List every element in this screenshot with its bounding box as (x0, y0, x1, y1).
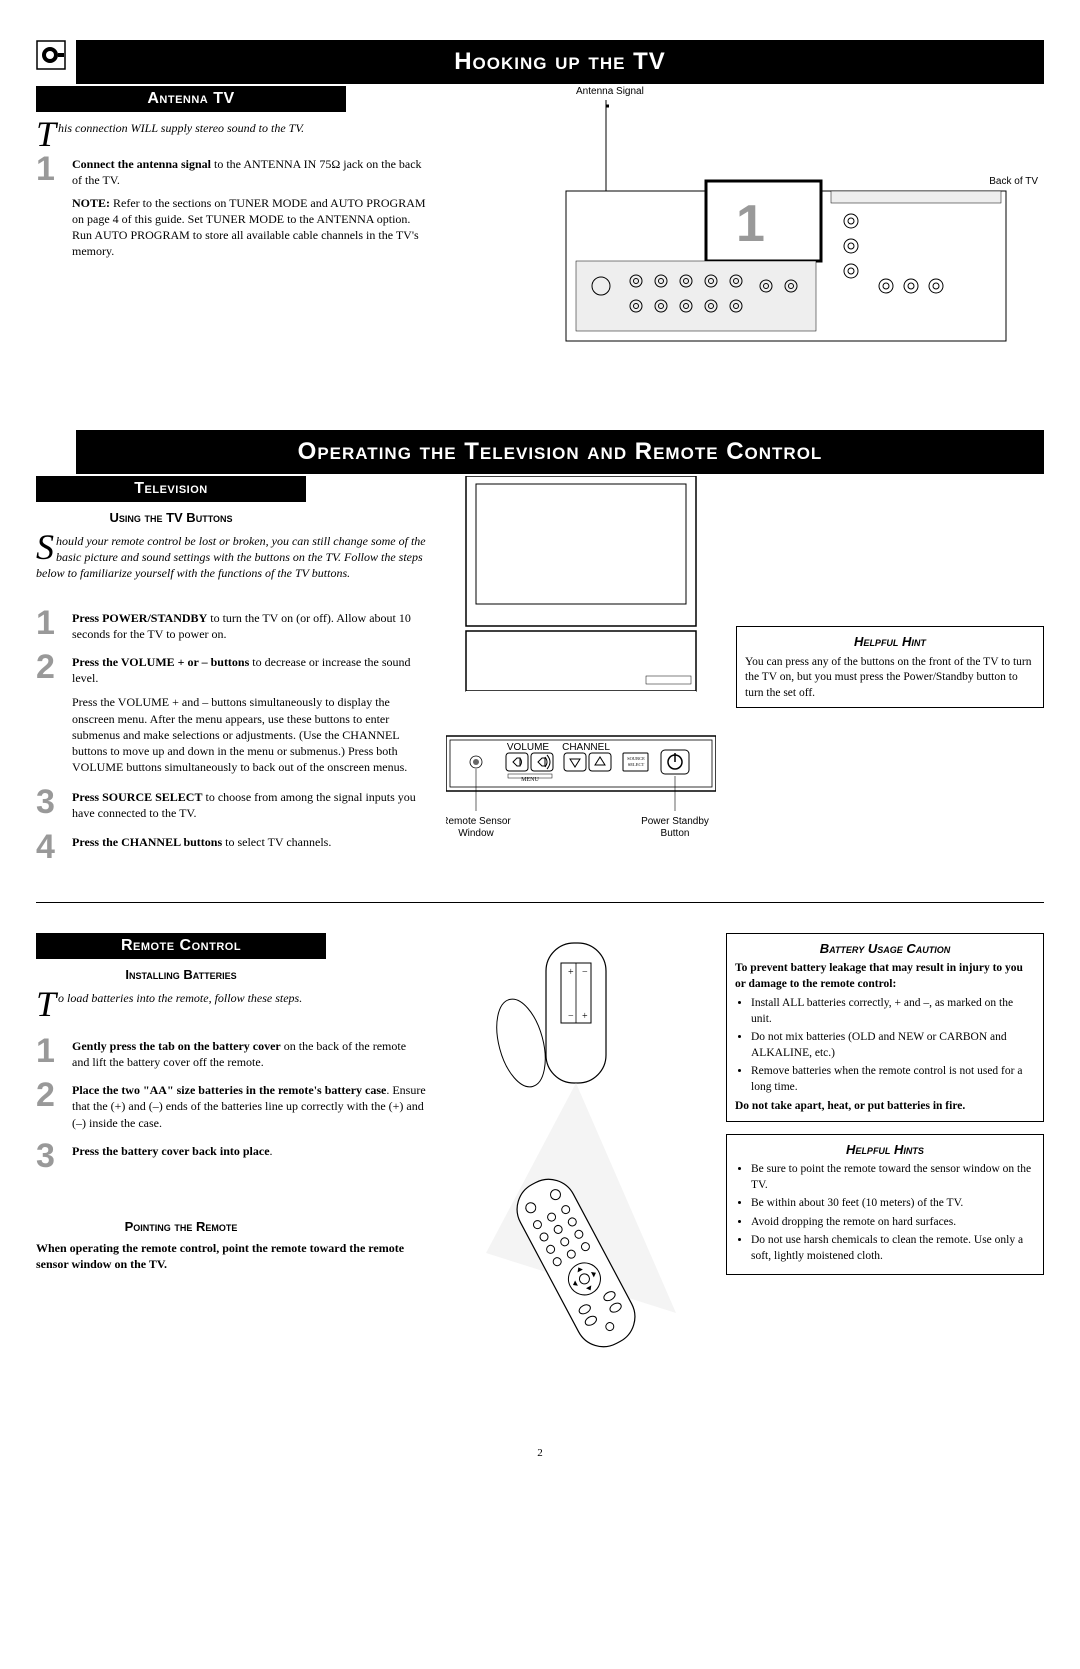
svg-text:−: − (582, 967, 588, 978)
remote-subheading: Remote Control (36, 933, 326, 959)
tv-front-diagram: VOLUME MENU CHANNEL SOURCE SELECT (446, 476, 716, 872)
tv-step-4: 4 Press the CHANNEL buttons to select TV… (36, 830, 426, 864)
tv-step-2-para: Press the VOLUME + and – buttons simulta… (72, 694, 426, 775)
tv-step-1: 1 Press POWER/STANDBY to turn the TV on … (36, 606, 426, 642)
svg-text:−: − (568, 1011, 574, 1022)
label-channel: CHANNEL (562, 742, 610, 753)
antenna-subheading: Antenna TV (36, 86, 346, 112)
svg-text:+: + (568, 967, 574, 978)
antenna-step-1: 1 Connect the antenna signal to the ANTE… (36, 152, 426, 259)
helpful-hints-box: Helpful Hints Be sure to point the remot… (726, 1134, 1044, 1276)
remote-step-2: 2 Place the two "AA" size batteries in t… (36, 1078, 426, 1131)
hints-list: Be sure to point the remote toward the s… (735, 1162, 1035, 1264)
svg-text:+: + (582, 1011, 588, 1022)
caution-list: Install ALL batteries correctly, + and –… (735, 996, 1035, 1095)
antenna-section: Antenna TV This connection WILL supply s… (36, 86, 1044, 370)
label-antenna-signal: Antenna Signal (576, 86, 644, 97)
remote-section: Remote Control Installing Batteries To l… (36, 933, 1044, 1407)
step-number: 1 (36, 152, 62, 259)
tv-step-3: 3 Press SOURCE SELECT to choose from amo… (36, 785, 426, 821)
antenna-intro: This connection WILL supply stereo sound… (36, 120, 426, 136)
svg-text:Window: Window (458, 828, 494, 839)
using-tv-buttons-heading: Using the TV Buttons (36, 510, 306, 525)
battery-caution-box: Battery Usage Caution To prevent battery… (726, 933, 1044, 1122)
svg-text:Power Standby: Power Standby (641, 816, 709, 827)
tv-step-2: 2 Press the VOLUME + or – buttons to dec… (36, 650, 426, 686)
television-intro: Should your remote control be lost or br… (36, 533, 426, 582)
remote-step-3: 3 Press the battery cover back into plac… (36, 1139, 426, 1173)
section-divider (36, 902, 1044, 903)
antenna-diagram: Antenna Signal Back of TV 1 (446, 86, 1044, 370)
pointing-remote-text: When operating the remote control, point… (36, 1240, 426, 1272)
svg-text:1: 1 (736, 195, 765, 253)
svg-text:SELECT: SELECT (628, 762, 645, 767)
main-heading-2: Operating the Television and Remote Cont… (76, 430, 1044, 474)
remote-intro: To load batteries into the remote, follo… (36, 990, 426, 1006)
page-number: 2 (36, 1447, 1044, 1459)
label-volume: VOLUME (507, 742, 550, 753)
main-heading-row-1: Hooking up the TV (36, 40, 1044, 84)
helpful-hint-1: Helpful Hint You can press any of the bu… (736, 626, 1044, 708)
cable-connector-icon (36, 40, 66, 70)
installing-batteries-heading: Installing Batteries (36, 967, 326, 982)
television-subheading: Television (36, 476, 306, 502)
pointing-remote-heading: Pointing the Remote (36, 1219, 326, 1234)
main-heading-1: Hooking up the TV (76, 40, 1044, 84)
remote-diagram: + − − + (446, 933, 706, 1407)
svg-text:SOURCE: SOURCE (627, 756, 645, 761)
label-back-of-tv: Back of TV (989, 176, 1038, 187)
television-section: Television Using the TV Buttons Should y… (36, 476, 1044, 872)
svg-text:Button: Button (661, 828, 690, 839)
svg-text:Remote Sensor: Remote Sensor (446, 816, 511, 827)
remote-step-1: 1 Gently press the tab on the battery co… (36, 1034, 426, 1070)
